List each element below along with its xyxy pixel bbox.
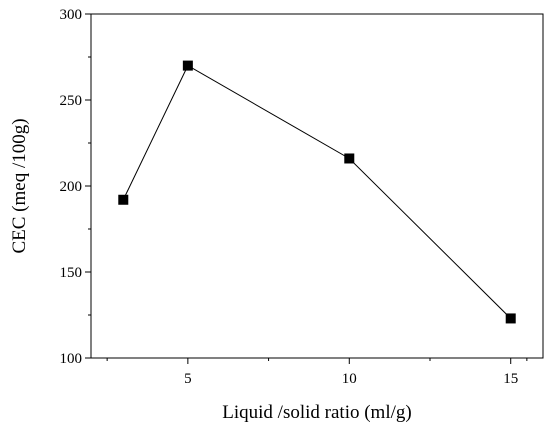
y-axis-title: CEC (meq /100g) (9, 118, 30, 253)
plot-frame (90, 13, 544, 359)
x-tick-label: 15 (503, 371, 518, 387)
x-tick-label: 5 (184, 371, 192, 387)
data-point (118, 194, 129, 205)
series-group (118, 60, 516, 324)
data-point (344, 153, 355, 164)
data-point (505, 313, 516, 324)
y-tick-label: 300 (60, 7, 83, 23)
axis-ticks (85, 13, 528, 364)
y-tick-label: 150 (60, 265, 83, 281)
y-tick-label: 250 (60, 93, 83, 109)
x-tick-label: 10 (342, 371, 357, 387)
y-tick-label: 200 (60, 179, 83, 195)
series-line (122, 64, 512, 319)
x-axis-title: Liquid /solid ratio (ml/g) (222, 402, 411, 423)
axis-tick-labels: 5 10 15 100 150 200 250 300 (60, 7, 519, 387)
data-point (182, 60, 193, 71)
y-tick-label: 100 (60, 351, 83, 367)
